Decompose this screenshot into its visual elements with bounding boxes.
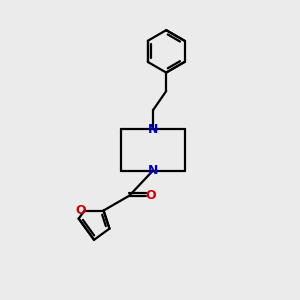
Text: O: O bbox=[75, 204, 86, 217]
Text: O: O bbox=[146, 189, 156, 202]
Text: N: N bbox=[148, 123, 158, 136]
Text: N: N bbox=[148, 164, 158, 177]
